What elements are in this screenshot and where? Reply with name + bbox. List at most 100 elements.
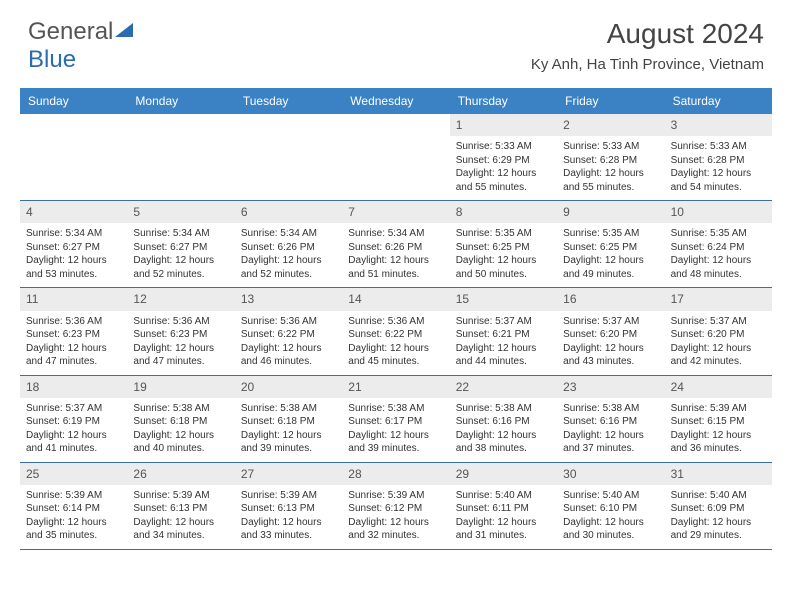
daylight-line: Daylight: 12 hours and 48 minutes. <box>671 254 766 281</box>
day-number: 29 <box>450 463 557 485</box>
daylight-line: Daylight: 12 hours and 52 minutes. <box>241 254 336 281</box>
sunset-line: Sunset: 6:28 PM <box>563 154 658 168</box>
calendar-cell: 25Sunrise: 5:39 AMSunset: 6:14 PMDayligh… <box>20 463 127 549</box>
location-text: Ky Anh, Ha Tinh Province, Vietnam <box>531 56 764 73</box>
sunset-line: Sunset: 6:20 PM <box>671 328 766 342</box>
sunrise-line: Sunrise: 5:38 AM <box>456 402 551 416</box>
day-number: 15 <box>450 288 557 310</box>
sunset-line: Sunset: 6:27 PM <box>26 241 121 255</box>
day-details: Sunrise: 5:40 AMSunset: 6:09 PMDaylight:… <box>665 485 772 549</box>
daylight-line: Daylight: 12 hours and 37 minutes. <box>563 429 658 456</box>
sunrise-line: Sunrise: 5:38 AM <box>241 402 336 416</box>
daylight-line: Daylight: 12 hours and 38 minutes. <box>456 429 551 456</box>
daylight-line: Daylight: 12 hours and 33 minutes. <box>241 516 336 543</box>
sunset-line: Sunset: 6:26 PM <box>348 241 443 255</box>
day-details: Sunrise: 5:38 AMSunset: 6:17 PMDaylight:… <box>342 398 449 462</box>
day-number: 3 <box>665 114 772 136</box>
calendar-cell: 7Sunrise: 5:34 AMSunset: 6:26 PMDaylight… <box>342 201 449 287</box>
day-details: Sunrise: 5:37 AMSunset: 6:19 PMDaylight:… <box>20 398 127 462</box>
sunrise-line: Sunrise: 5:40 AM <box>671 489 766 503</box>
sunrise-line: Sunrise: 5:39 AM <box>671 402 766 416</box>
sunrise-line: Sunrise: 5:36 AM <box>26 315 121 329</box>
brand-part1: General <box>28 18 113 45</box>
day-details: Sunrise: 5:35 AMSunset: 6:24 PMDaylight:… <box>665 223 772 287</box>
day-number: 8 <box>450 201 557 223</box>
month-title: August 2024 <box>531 18 764 50</box>
calendar-cell: 13Sunrise: 5:36 AMSunset: 6:22 PMDayligh… <box>235 288 342 374</box>
calendar-weeks: 1Sunrise: 5:33 AMSunset: 6:29 PMDaylight… <box>20 114 772 550</box>
calendar-cell: 29Sunrise: 5:40 AMSunset: 6:11 PMDayligh… <box>450 463 557 549</box>
day-details: Sunrise: 5:34 AMSunset: 6:26 PMDaylight:… <box>235 223 342 287</box>
calendar-cell: 10Sunrise: 5:35 AMSunset: 6:24 PMDayligh… <box>665 201 772 287</box>
sunrise-line: Sunrise: 5:36 AM <box>133 315 228 329</box>
calendar-cell: 9Sunrise: 5:35 AMSunset: 6:25 PMDaylight… <box>557 201 664 287</box>
sunset-line: Sunset: 6:20 PM <box>563 328 658 342</box>
day-details: Sunrise: 5:33 AMSunset: 6:28 PMDaylight:… <box>557 136 664 200</box>
sunset-line: Sunset: 6:24 PM <box>671 241 766 255</box>
day-number: 24 <box>665 376 772 398</box>
sunset-line: Sunset: 6:18 PM <box>133 415 228 429</box>
calendar-cell: 12 Sunrise: 5:36 AMSunset: 6:23 PMDayligh… <box>127 288 234 374</box>
sunset-line: Sunset: 6:29 PM <box>456 154 551 168</box>
daylight-line: Daylight: 12 hours and 55 minutes. <box>563 167 658 194</box>
calendar-week: 18Sunrise: 5:37 AMSunset: 6:19 PMDayligh… <box>20 376 772 463</box>
sunrise-line: Sunrise: 5:33 AM <box>456 140 551 154</box>
day-details: Sunrise: 5:39 AMSunset: 6:12 PMDaylight:… <box>342 485 449 549</box>
sunrise-line: Sunrise: 5:39 AM <box>241 489 336 503</box>
daylight-line: Daylight: 12 hours and 45 minutes. <box>348 342 443 369</box>
daylight-line: Daylight: 12 hours and 39 minutes. <box>348 429 443 456</box>
daylight-line: Daylight: 12 hours and 47 minutes. <box>133 342 228 369</box>
weekday-header: Wednesday <box>342 88 449 114</box>
sunrise-line: Sunrise: 5:40 AM <box>563 489 658 503</box>
day-details: Sunrise: 5:39 AMSunset: 6:13 PMDaylight:… <box>127 485 234 549</box>
sunset-line: Sunset: 6:12 PM <box>348 502 443 516</box>
sunset-line: Sunset: 6:11 PM <box>456 502 551 516</box>
day-number: 20 <box>235 376 342 398</box>
day-number: 12 <box>127 288 234 310</box>
weekday-header-row: Sunday Monday Tuesday Wednesday Thursday… <box>20 88 772 114</box>
calendar-cell: 8Sunrise: 5:35 AMSunset: 6:25 PMDaylight… <box>450 201 557 287</box>
sunset-line: Sunset: 6:26 PM <box>241 241 336 255</box>
day-details: Sunrise: 5:33 AMSunset: 6:29 PMDaylight:… <box>450 136 557 200</box>
day-number: 10 <box>665 201 772 223</box>
daylight-line: Daylight: 12 hours and 30 minutes. <box>563 516 658 543</box>
sunrise-line: Sunrise: 5:37 AM <box>456 315 551 329</box>
day-details: Sunrise: 5:37 AMSunset: 6:20 PMDaylight:… <box>557 311 664 375</box>
sunrise-line: Sunrise: 5:39 AM <box>348 489 443 503</box>
day-details: Sunrise: 5:35 AMSunset: 6:25 PMDaylight:… <box>557 223 664 287</box>
sunset-line: Sunset: 6:23 PM <box>133 328 228 342</box>
day-number: 18 <box>20 376 127 398</box>
weekday-header: Monday <box>127 88 234 114</box>
sunrise-line: Sunrise: 5:35 AM <box>456 227 551 241</box>
calendar-cell: 19Sunrise: 5:38 AMSunset: 6:18 PMDayligh… <box>127 376 234 462</box>
day-number: 7 <box>342 201 449 223</box>
day-details: Sunrise: 5:37 AMSunset: 6:21 PMDaylight:… <box>450 311 557 375</box>
day-number: 9 <box>557 201 664 223</box>
calendar-cell: 16Sunrise: 5:37 AMSunset: 6:20 PMDayligh… <box>557 288 664 374</box>
day-details: Sunrise: 5:38 AMSunset: 6:18 PMDaylight:… <box>235 398 342 462</box>
day-number: 30 <box>557 463 664 485</box>
daylight-line: Daylight: 12 hours and 34 minutes. <box>133 516 228 543</box>
day-details: Sunrise: 5:38 AMSunset: 6:18 PMDaylight:… <box>127 398 234 462</box>
sunset-line: Sunset: 6:13 PM <box>241 502 336 516</box>
day-number: 4 <box>20 201 127 223</box>
daylight-line: Daylight: 12 hours and 35 minutes. <box>26 516 121 543</box>
page-header: GeneralBlue August 2024 Ky Anh, Ha Tinh … <box>0 0 792 82</box>
weekday-header: Tuesday <box>235 88 342 114</box>
daylight-line: Daylight: 12 hours and 46 minutes. <box>241 342 336 369</box>
day-number: 23 <box>557 376 664 398</box>
sunrise-line: Sunrise: 5:33 AM <box>671 140 766 154</box>
calendar-cell: 31Sunrise: 5:40 AMSunset: 6:09 PMDayligh… <box>665 463 772 549</box>
weekday-header: Thursday <box>450 88 557 114</box>
day-details: Sunrise: 5:34 AMSunset: 6:27 PMDaylight:… <box>20 223 127 287</box>
day-details: Sunrise: 5:37 AMSunset: 6:20 PMDaylight:… <box>665 311 772 375</box>
calendar-cell: 28Sunrise: 5:39 AMSunset: 6:12 PMDayligh… <box>342 463 449 549</box>
sunset-line: Sunset: 6:25 PM <box>456 241 551 255</box>
day-number: 2 <box>557 114 664 136</box>
sunrise-line: Sunrise: 5:38 AM <box>348 402 443 416</box>
brand-logo: GeneralBlue <box>28 18 137 74</box>
sunrise-line: Sunrise: 5:36 AM <box>348 315 443 329</box>
sunrise-line: Sunrise: 5:39 AM <box>133 489 228 503</box>
calendar-week: 4Sunrise: 5:34 AMSunset: 6:27 PMDaylight… <box>20 201 772 288</box>
sunset-line: Sunset: 6:28 PM <box>671 154 766 168</box>
